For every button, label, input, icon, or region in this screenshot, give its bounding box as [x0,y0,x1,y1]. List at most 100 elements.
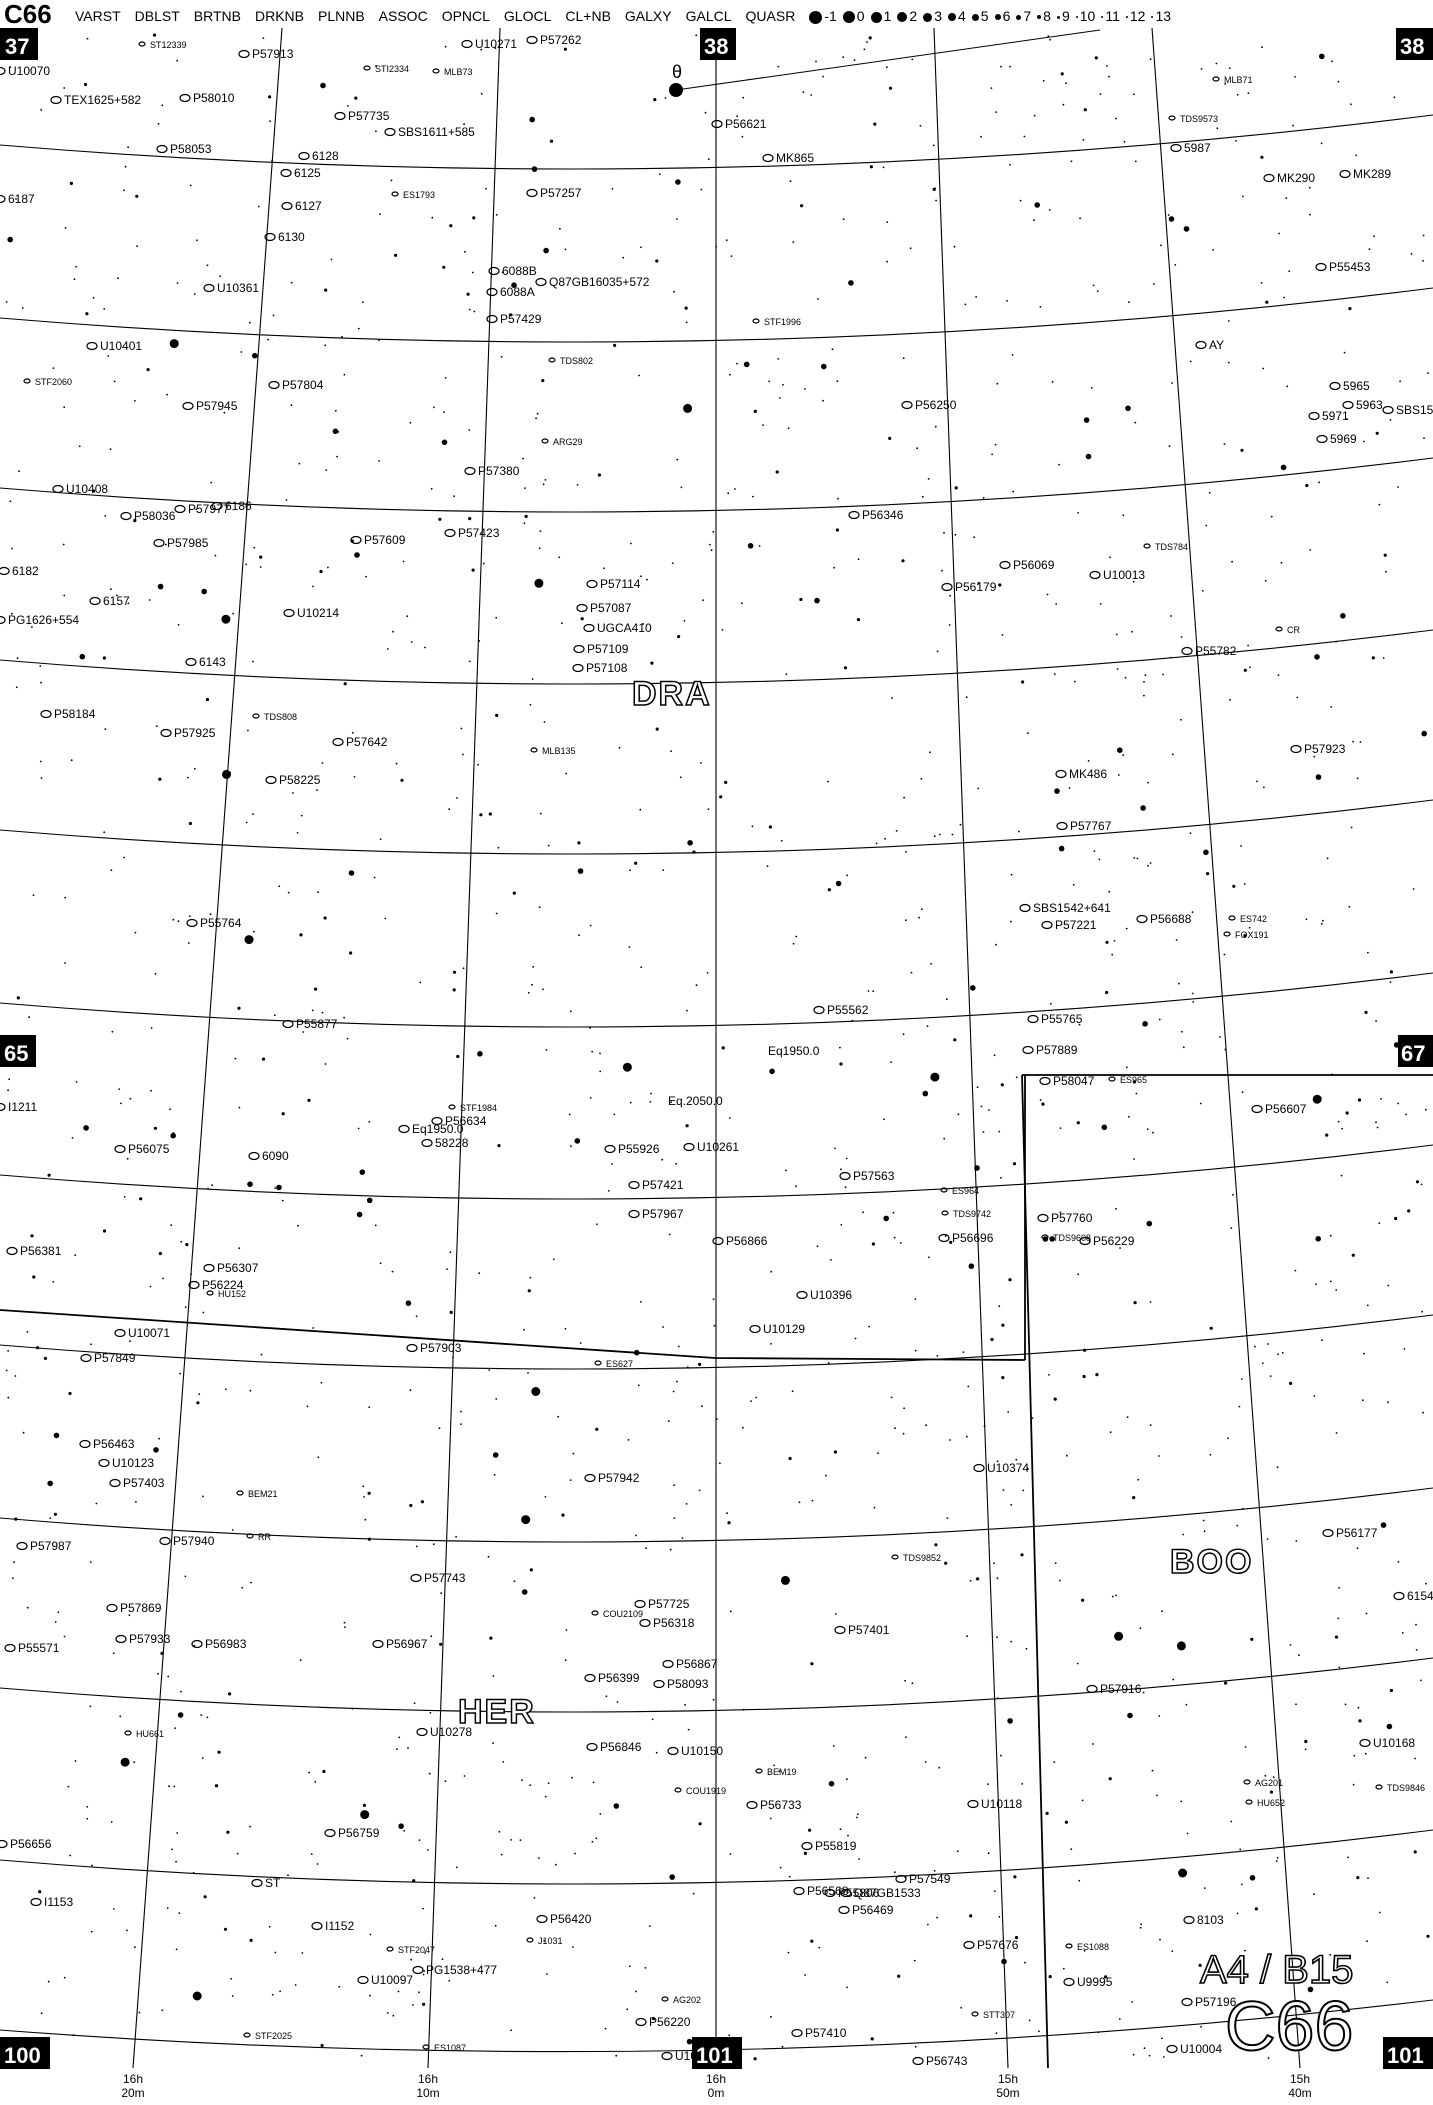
star [1054,1562,1057,1564]
star [500,1853,503,1856]
object-marker [791,2028,803,2038]
star [1289,1644,1292,1646]
star [18,470,20,473]
object-label: 6143 [199,655,226,669]
star [743,361,750,368]
star [1094,56,1098,60]
star [777,358,780,360]
star [1033,219,1035,222]
star [933,835,936,838]
star [741,135,744,138]
star [827,780,829,783]
star [176,282,179,284]
object-label: TDS9742 [953,1209,991,1219]
star [274,1951,277,1954]
star [1115,1207,1117,1210]
legend-item: DRKNB [254,8,304,24]
star [719,795,723,799]
star [523,522,526,525]
star [1049,1236,1055,1242]
object-marker [1086,1684,1098,1694]
star [1011,354,1014,356]
star [1296,696,1299,699]
star [1115,633,1118,636]
star [184,1306,187,1308]
star [1385,570,1387,573]
object-label: MK290 [1277,171,1315,185]
edge-box-mid-right: 67 [1398,1035,1433,1067]
object-marker [628,1209,640,1219]
star [941,569,943,572]
star [901,559,905,563]
star [249,321,251,324]
object-marker [1393,1591,1405,1601]
star [1224,1048,1227,1051]
object-marker [1243,1779,1251,1785]
object-label: P55765 [1041,1012,1083,1026]
star [301,1952,304,1954]
star [1422,1411,1424,1414]
star [460,1410,462,1413]
star [846,874,848,877]
star [736,362,738,365]
star [529,1784,532,1786]
object-marker [1339,169,1351,179]
star [635,1534,637,1537]
star [1010,873,1013,876]
constellation-her: HER [458,1693,536,1731]
object-label: U10118 [981,1797,1022,1811]
star [564,1659,567,1662]
star [367,1491,371,1495]
star [1227,361,1230,364]
star [367,1537,371,1541]
star [188,915,191,917]
star [223,411,226,414]
star [53,1512,58,1516]
star [13,1561,16,1564]
star [1160,244,1162,247]
star [967,1385,970,1388]
star [271,1993,274,1996]
star [721,629,724,631]
object-marker [243,2032,251,2038]
star [1092,284,1095,287]
object-marker [1089,570,1101,580]
object-marker [298,151,310,161]
object-label: TDS9608 [1053,1233,1091,1243]
star [554,1863,557,1866]
star [1168,445,1171,448]
star [856,1813,859,1816]
star [1264,1774,1267,1777]
star [419,981,422,984]
star [769,1068,775,1075]
object-marker [793,1886,805,1896]
star [578,934,580,937]
object-label: HU652 [1257,1798,1285,1808]
star [576,484,579,486]
star [252,352,258,359]
star [386,2012,389,2014]
star [296,832,299,834]
star [1265,300,1269,304]
star [1060,72,1064,76]
star [1203,1530,1206,1533]
object-marker [86,341,98,351]
star [527,1289,531,1293]
star [129,1097,132,1100]
star [782,383,784,386]
object-marker [363,65,371,71]
object-label: P57403 [123,1476,165,1490]
star [728,2034,731,2037]
object-label: P57869 [120,1601,162,1615]
star [492,1452,499,1458]
object-label: STF2060 [35,377,72,387]
object-marker [79,1439,91,1449]
star [472,216,476,220]
star [932,144,935,147]
star [840,1168,842,1171]
star [987,1783,989,1786]
star [176,59,179,62]
star [397,1990,400,1993]
object-marker [661,2051,673,2061]
star [845,1157,848,1160]
